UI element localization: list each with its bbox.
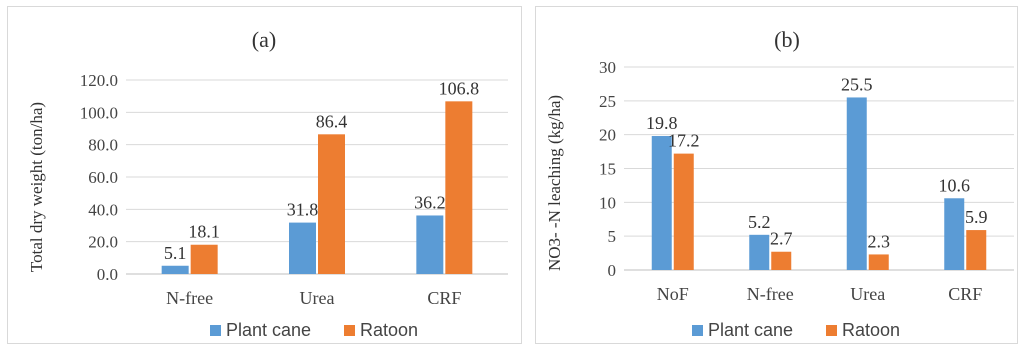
b-y-tick-label: 20 bbox=[599, 126, 616, 145]
a-bar-plant-cane bbox=[289, 222, 316, 274]
a-legend-swatch bbox=[210, 325, 221, 336]
a-y-tick-label: 60.0 bbox=[88, 168, 118, 187]
chart-panel-a: (a) Total dry weight (ton/ha) 5.1 18.1 31.… bbox=[7, 6, 522, 344]
b-bar-ratoon bbox=[966, 230, 987, 270]
chart-b-title: (b) bbox=[774, 27, 800, 52]
a-data-label: 86.4 bbox=[316, 111, 348, 131]
chart-b-y-axis-label: NO3- -N leaching (kg/ha) bbox=[545, 95, 564, 271]
b-legend-label: Ratoon bbox=[842, 320, 900, 340]
b-legend-swatch bbox=[692, 325, 703, 336]
a-bar-plant-cane bbox=[416, 215, 444, 274]
b-bar-ratoon bbox=[771, 251, 792, 270]
b-y-tick-label: 30 bbox=[599, 58, 616, 77]
b-x-tick-label: Urea bbox=[850, 284, 885, 304]
chart-a-svg: (a) Total dry weight (ton/ha) 5.118.1 31.… bbox=[27, 27, 508, 340]
b-bar-ratoon bbox=[673, 153, 694, 270]
a-y-tick-label: 0.0 bbox=[97, 265, 118, 284]
b-x-tick-label: CRF bbox=[948, 284, 982, 304]
b-bar-plant-cane bbox=[651, 136, 672, 270]
a-data-label: 106.8 bbox=[439, 78, 480, 98]
b-data-label: 10.6 bbox=[939, 175, 971, 195]
a-bar-plant-cane bbox=[161, 265, 189, 274]
b-x-tick-label: NoF bbox=[657, 284, 689, 304]
a-y-tick-label: 80.0 bbox=[88, 136, 118, 155]
a-x-tick-label: N-free bbox=[166, 288, 213, 308]
b-bar-plant-cane bbox=[749, 234, 770, 270]
b-data-label: 5.2 bbox=[748, 212, 771, 232]
b-data-label: 2.7 bbox=[770, 229, 793, 249]
b-y-tick-label: 10 bbox=[599, 193, 616, 212]
b-bar-ratoon bbox=[868, 254, 889, 270]
b-y-tick-label: 15 bbox=[599, 160, 616, 179]
chart-a-y-axis-label: Total dry weight (ton/ha) bbox=[27, 102, 46, 272]
b-bar-plant-cane bbox=[846, 97, 867, 270]
a-bar-ratoon bbox=[445, 101, 473, 274]
a-y-tick-label: 20.0 bbox=[88, 233, 118, 252]
b-data-label: 5.9 bbox=[965, 207, 988, 227]
chart-panel-b: (b) NO3- -N leaching (kg/ha) 19.8 17.2 5.2… bbox=[535, 6, 1018, 344]
b-y-tick-label: 0 bbox=[608, 261, 617, 280]
a-y-tick-label: 100.0 bbox=[80, 103, 118, 122]
b-legend-swatch bbox=[826, 325, 837, 336]
b-x-tick-label: N-free bbox=[747, 284, 794, 304]
a-legend-label: Plant cane bbox=[226, 320, 311, 340]
b-y-tick-label: 25 bbox=[599, 92, 616, 111]
a-x-tick-label: CRF bbox=[427, 288, 461, 308]
b-data-label: 25.5 bbox=[841, 74, 873, 94]
a-data-label: 31.8 bbox=[287, 200, 319, 220]
a-y-tick-label: 40.0 bbox=[88, 200, 118, 219]
a-data-label: 36.2 bbox=[414, 192, 446, 212]
a-legend-label: Ratoon bbox=[360, 320, 418, 340]
b-y-tick-label: 5 bbox=[608, 227, 617, 246]
a-x-tick-label: Urea bbox=[300, 288, 335, 308]
a-data-label: 18.1 bbox=[188, 222, 220, 242]
b-bar-plant-cane bbox=[944, 198, 965, 270]
a-y-tick-label: 120.0 bbox=[80, 71, 118, 90]
chart-a-title: (a) bbox=[252, 27, 276, 52]
a-bar-ratoon bbox=[318, 134, 345, 274]
a-bar-ratoon bbox=[190, 244, 218, 274]
b-data-label: 2.3 bbox=[868, 231, 891, 251]
a-legend-swatch bbox=[344, 325, 355, 336]
b-legend-label: Plant cane bbox=[708, 320, 793, 340]
chart-b-svg: (b) NO3- -N leaching (kg/ha) 19.817.2 5.2… bbox=[545, 27, 1014, 340]
a-data-label: 5.1 bbox=[164, 243, 187, 263]
b-data-label: 19.8 bbox=[646, 113, 678, 133]
b-data-label: 17.2 bbox=[668, 131, 700, 151]
